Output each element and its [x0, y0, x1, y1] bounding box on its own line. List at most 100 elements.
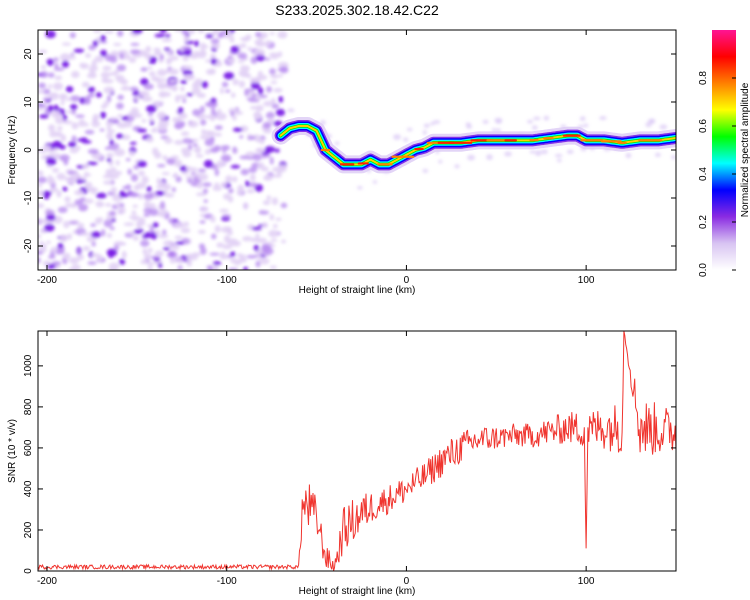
noise-blob [44, 223, 55, 232]
spectrogram-y-tick-label: 20 [23, 48, 34, 60]
snr-y-tick-label: 600 [23, 439, 34, 456]
noise-blob [197, 173, 209, 181]
noise-blob [183, 65, 193, 71]
noise-blob [278, 96, 284, 103]
noise-blob [222, 214, 231, 218]
noise-blob [258, 210, 270, 215]
noise-blob [69, 257, 80, 264]
noise-blob [146, 136, 154, 143]
snr-y-axis-label: SNR (10 * v/v) [7, 419, 18, 483]
noise-blob [131, 30, 143, 35]
noise-blob [279, 66, 289, 74]
snr-plot-area [38, 331, 676, 571]
noise-blob [422, 168, 429, 173]
noise-blob [230, 257, 238, 264]
noise-blob [53, 104, 59, 113]
noise-blob [125, 157, 131, 162]
noise-blob [121, 134, 131, 140]
noise-blob [79, 62, 86, 68]
noise-blob [87, 148, 99, 155]
noise-blob [212, 261, 222, 266]
noise-blob [245, 156, 256, 160]
noise-blob [243, 203, 249, 209]
noise-blob [74, 199, 83, 206]
noise-blob [162, 155, 168, 161]
noise-blob [127, 168, 132, 175]
noise-blob [102, 65, 112, 71]
noise-blob [116, 64, 127, 72]
noise-blob [228, 187, 234, 194]
noise-blob [278, 74, 283, 78]
noise-blob [142, 53, 152, 58]
noise-blob [203, 199, 208, 203]
noise-blob [280, 239, 287, 244]
noise-blob [248, 182, 258, 188]
noise-blob [148, 117, 155, 123]
noise-blob [99, 128, 105, 132]
noise-blob [69, 32, 76, 39]
noise-blob [100, 104, 107, 110]
noise-blob [153, 100, 165, 104]
noise-blob [372, 180, 378, 184]
noise-blob [271, 103, 280, 109]
noise-blob [71, 70, 80, 79]
noise-blob [213, 145, 222, 152]
noise-blob [168, 79, 178, 83]
noise-blob [178, 94, 188, 99]
noise-blob [76, 248, 82, 255]
noise-blob [90, 223, 97, 227]
noise-blob [227, 230, 234, 236]
spectrogram-x-tick-label: 0 [404, 275, 410, 286]
noise-blob [103, 30, 115, 34]
noise-blob [257, 162, 265, 170]
noise-blob [230, 110, 235, 117]
noise-blob [212, 185, 222, 191]
noise-blob [393, 134, 401, 140]
noise-blob [197, 30, 205, 34]
snr-x-tick-label: 100 [578, 576, 595, 587]
noise-blob [234, 262, 240, 266]
noise-blob [504, 151, 512, 157]
noise-blob [659, 124, 668, 130]
noise-blob [244, 89, 249, 97]
noise-blob [51, 110, 61, 119]
noise-blob [252, 153, 263, 161]
noise-blob [38, 170, 44, 176]
noise-blob [77, 203, 89, 212]
noise-blob [46, 157, 57, 166]
figure-title: S233.2025.302.18.42.C22 [275, 2, 439, 18]
noise-blob [53, 57, 59, 62]
noise-blob [137, 170, 145, 177]
noise-blob [121, 116, 129, 121]
noise-blob [146, 261, 155, 266]
noise-blob [255, 41, 267, 47]
noise-blob [100, 49, 107, 57]
noise-blob [216, 242, 224, 248]
noise-blob [116, 122, 128, 129]
noise-blob [52, 140, 63, 149]
noise-blob [201, 129, 206, 135]
noise-blob [227, 55, 233, 60]
noise-blob [649, 118, 655, 124]
noise-blob [91, 241, 96, 247]
noise-blob [166, 57, 174, 63]
noise-blob [100, 111, 107, 119]
noise-blob [248, 166, 257, 174]
noise-blob [191, 81, 201, 90]
noise-blob [645, 122, 652, 128]
noise-blob [50, 246, 58, 253]
noise-blob [269, 31, 275, 35]
noise-blob [202, 188, 208, 194]
snr-y-ticks: 0 200 400 600 800 1000 [23, 354, 676, 574]
noise-blob [104, 146, 111, 151]
noise-blob [142, 234, 149, 239]
noise-blob [146, 186, 152, 192]
noise-blob [543, 115, 550, 121]
noise-blob [143, 213, 150, 217]
noise-blob [224, 89, 231, 93]
noise-blob [147, 112, 154, 117]
noise-blob [77, 222, 85, 229]
noise-blob [39, 71, 49, 78]
noise-blob [166, 81, 173, 87]
